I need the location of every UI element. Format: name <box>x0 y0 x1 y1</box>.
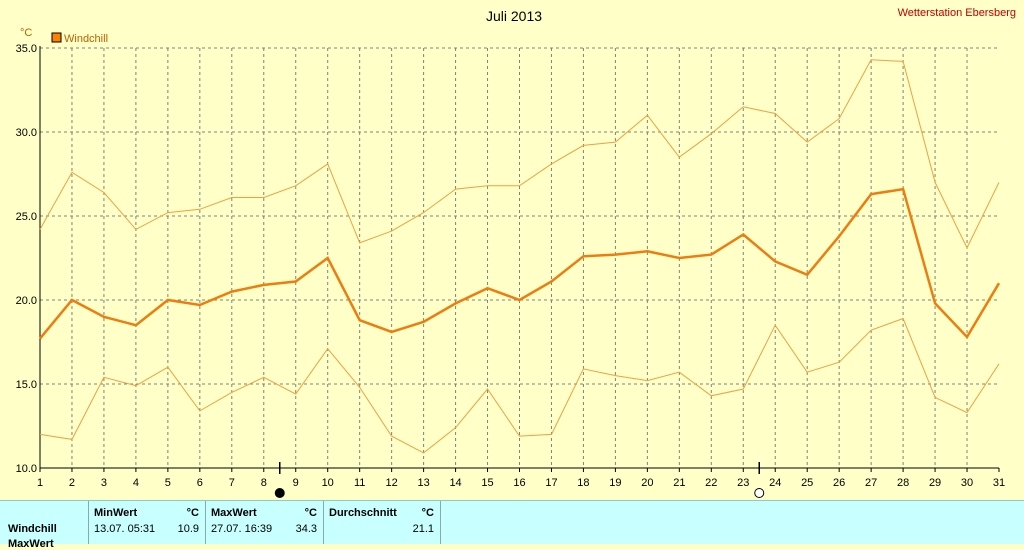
x-tick-label: 17 <box>545 477 557 489</box>
x-tick-label: 14 <box>449 477 461 489</box>
avg-value: 21.1 <box>412 523 434 535</box>
x-tick-label: 7 <box>229 477 235 489</box>
x-tick-label: 23 <box>737 477 749 489</box>
x-tick-label: 31 <box>993 477 1005 489</box>
y-tick-label: 35.0 <box>16 43 37 55</box>
min-unit-header: °C <box>186 507 199 519</box>
full-moon-icon <box>754 488 765 498</box>
x-tick-label: 22 <box>705 477 717 489</box>
x-tick-label: 27 <box>865 477 877 489</box>
y-tick-label: 25.0 <box>16 211 37 223</box>
max-unit-header: °C <box>304 507 317 519</box>
y-tick-label: 20.0 <box>16 295 37 307</box>
max-value: 34.3 <box>295 523 317 535</box>
x-tick-label: 3 <box>101 477 107 489</box>
x-tick-label: 10 <box>322 477 334 489</box>
stats-max-col: MaxWert °C 27.07. 16:39 34.3 <box>205 501 324 544</box>
x-tick-label: 16 <box>513 477 525 489</box>
y-tick-label: 10.0 <box>16 463 37 475</box>
x-tick-label: 15 <box>481 477 493 489</box>
x-tick-label: 24 <box>769 477 781 489</box>
y-tick-label: 15.0 <box>16 379 37 391</box>
min-value: 10.9 <box>177 523 199 535</box>
x-tick-label: 19 <box>609 477 621 489</box>
stats-min-col: MinWert °C 13.07. 05:31 10.9 <box>88 501 206 544</box>
row-label-next: MaxWert <box>8 538 54 550</box>
min-time: 13.07. 05:31 <box>94 523 156 535</box>
y-tick-label: 30.0 <box>16 127 37 139</box>
x-tick-label: 4 <box>133 477 139 489</box>
series-line-max <box>39 59 1000 250</box>
x-tick-label: 20 <box>641 477 653 489</box>
x-tick-label: 18 <box>577 477 589 489</box>
y-unit-label: °C <box>20 27 32 39</box>
x-tick-label: 26 <box>833 477 845 489</box>
avg-header: Durchschnitt <box>329 507 397 519</box>
x-tick-label: 5 <box>165 477 171 489</box>
chart: Juli 2013 Wetterstation Ebersberg °C Win… <box>16 7 1016 498</box>
x-tick-label: 6 <box>197 477 203 489</box>
x-tick-label: 9 <box>293 477 299 489</box>
max-header: MaxWert <box>211 507 257 519</box>
x-tick-label: 21 <box>673 477 685 489</box>
row-label-windchill: Windchill <box>8 523 57 535</box>
stats-panel: Windchill MaxWert MinWert °C 13.07. 05:3… <box>0 500 1024 550</box>
x-tick-label: 11 <box>354 477 365 489</box>
x-tick-label: 2 <box>69 477 75 489</box>
new-moon-icon <box>274 488 285 498</box>
stats-label-col: Windchill MaxWert <box>0 501 89 550</box>
x-tick-label: 13 <box>417 477 429 489</box>
legend-swatch <box>51 32 62 43</box>
legend-label: Windchill <box>64 33 108 45</box>
avg-unit-header: °C <box>421 507 434 519</box>
x-tick-label: 28 <box>897 477 909 489</box>
x-tick-label: 30 <box>961 477 973 489</box>
station-name: Wetterstation Ebersberg <box>898 7 1016 19</box>
chart-title: Juli 2013 <box>486 8 542 24</box>
x-tick-label: 29 <box>929 477 941 489</box>
series-line-min <box>39 317 1000 454</box>
x-tick-label: 8 <box>261 477 267 489</box>
series-line-avg <box>39 187 1001 340</box>
x-tick-label: 25 <box>801 477 813 489</box>
min-header: MinWert <box>94 507 138 519</box>
max-time: 27.07. 16:39 <box>211 523 273 535</box>
x-tick-label: 1 <box>37 477 43 489</box>
plot-area: 10.015.020.025.030.035.01 2 3 4 5 6 7 8 9 10 11 12 1… <box>16 43 1005 498</box>
stats-avg-col: Durchschnitt °C 21.1 <box>323 501 441 544</box>
x-tick-label: 12 <box>386 477 398 489</box>
